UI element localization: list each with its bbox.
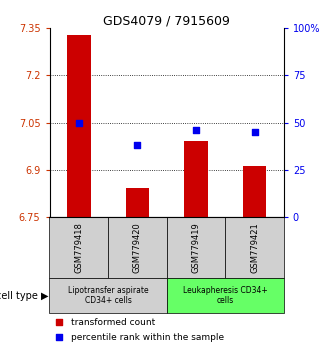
- FancyBboxPatch shape: [108, 217, 167, 278]
- FancyBboxPatch shape: [167, 217, 225, 278]
- Point: [252, 129, 257, 135]
- Point: [56, 335, 61, 340]
- Title: GDS4079 / 7915609: GDS4079 / 7915609: [103, 14, 230, 27]
- Text: GSM779419: GSM779419: [191, 222, 200, 273]
- FancyBboxPatch shape: [50, 278, 167, 313]
- Bar: [67, 35, 90, 217]
- Text: transformed count: transformed count: [71, 318, 155, 327]
- Point: [76, 120, 82, 125]
- Text: Leukapheresis CD34+
cells: Leukapheresis CD34+ cells: [183, 286, 268, 305]
- Text: cell type ▶: cell type ▶: [0, 291, 48, 301]
- Text: Lipotransfer aspirate
CD34+ cells: Lipotransfer aspirate CD34+ cells: [68, 286, 148, 305]
- Text: GSM779420: GSM779420: [133, 222, 142, 273]
- Text: percentile rank within the sample: percentile rank within the sample: [71, 333, 224, 342]
- FancyBboxPatch shape: [167, 278, 284, 313]
- FancyBboxPatch shape: [50, 217, 108, 278]
- Point: [56, 319, 61, 325]
- Bar: [126, 188, 149, 217]
- Text: GSM779418: GSM779418: [74, 222, 83, 273]
- Point: [135, 142, 140, 148]
- Bar: [243, 166, 266, 217]
- Bar: [184, 141, 208, 217]
- Text: GSM779421: GSM779421: [250, 222, 259, 273]
- Point: [193, 127, 199, 133]
- FancyBboxPatch shape: [225, 217, 284, 278]
